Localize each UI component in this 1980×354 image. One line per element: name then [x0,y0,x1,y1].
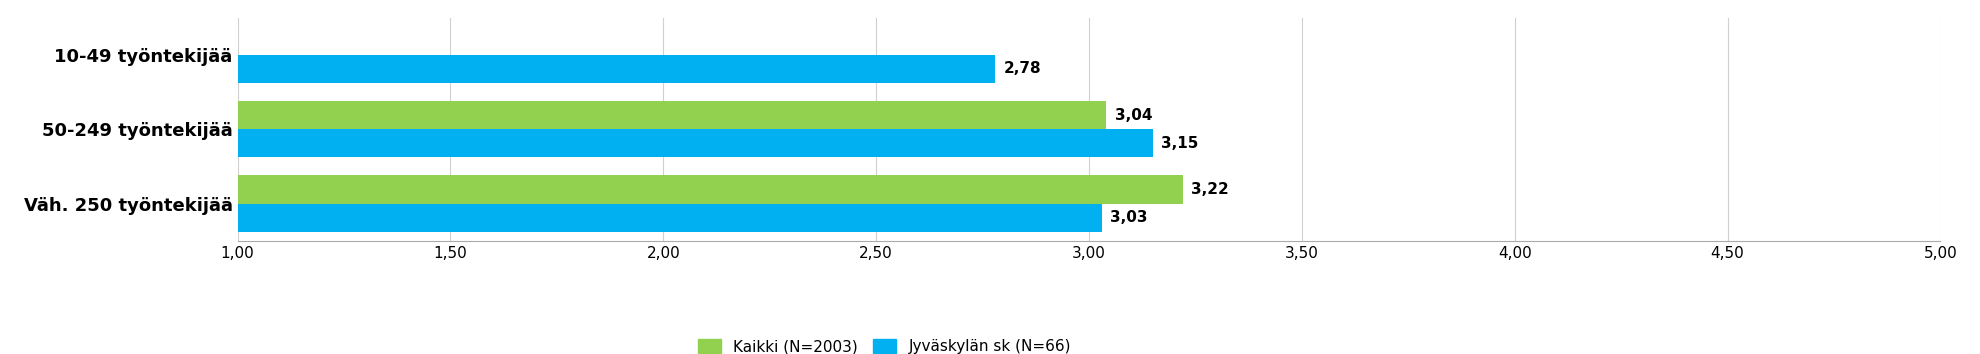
Text: 2,78: 2,78 [1004,62,1041,76]
Bar [238,55,996,83]
Text: 3,03: 3,03 [1111,210,1148,225]
Bar [238,101,1107,129]
Bar [238,129,1152,158]
Bar [238,175,1182,204]
Text: 3,22: 3,22 [1192,182,1230,197]
Legend: Kaikki (N=2003), Jyväskylän sk (N=66): Kaikki (N=2003), Jyväskylän sk (N=66) [693,333,1077,354]
Text: 3,04: 3,04 [1115,108,1152,122]
Bar [238,204,1101,232]
Text: 3,15: 3,15 [1162,136,1198,151]
